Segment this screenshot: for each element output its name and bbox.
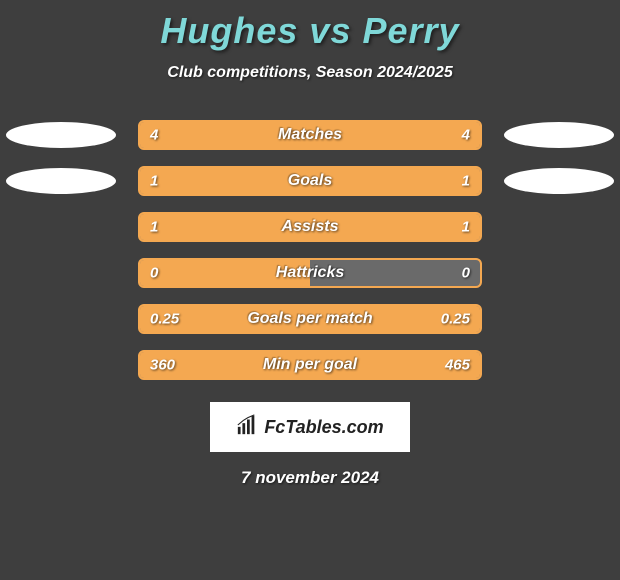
logo-text: FcTables.com — [264, 417, 383, 438]
bar-value-left: 0 — [150, 265, 158, 282]
bar-label: Goals per match — [247, 310, 372, 328]
stat-row: 1 1 Goals — [0, 158, 620, 204]
page-subtitle: Club competitions, Season 2024/2025 — [0, 64, 620, 82]
stat-row: 1 1 Assists — [0, 204, 620, 250]
stat-row: 360 465 Min per goal — [0, 342, 620, 388]
stat-bar: 1 1 Goals — [138, 166, 482, 196]
logo-box: FcTables.com — [210, 402, 410, 452]
player-right-ellipse — [504, 122, 614, 148]
bar-value-left: 1 — [150, 173, 158, 190]
date-text: 7 november 2024 — [0, 468, 620, 488]
bar-value-right: 1 — [462, 173, 470, 190]
bar-value-left: 1 — [150, 219, 158, 236]
bar-value-right: 4 — [462, 127, 470, 144]
bar-label: Goals — [288, 172, 332, 190]
bar-label: Min per goal — [263, 356, 357, 374]
stat-row: 4 4 Matches — [0, 112, 620, 158]
stat-bar: 4 4 Matches — [138, 120, 482, 150]
player-left-ellipse — [6, 168, 116, 194]
stat-row: 0 0 Hattricks — [0, 250, 620, 296]
stat-bar: 0.25 0.25 Goals per match — [138, 304, 482, 334]
bar-fill-left — [140, 168, 310, 194]
stat-rows: 4 4 Matches 1 1 Goals 1 1 Assists 0 0 Hattricks 0.25… — [0, 112, 620, 388]
chart-icon — [236, 414, 258, 441]
stat-bar: 1 1 Assists — [138, 212, 482, 242]
bar-value-left: 0.25 — [150, 311, 179, 328]
bar-value-right: 0.25 — [441, 311, 470, 328]
bar-value-left: 360 — [150, 357, 175, 374]
bar-value-left: 4 — [150, 127, 158, 144]
bar-value-right: 0 — [462, 265, 470, 282]
bar-value-right: 465 — [445, 357, 470, 374]
player-left-ellipse — [6, 122, 116, 148]
bar-label: Assists — [282, 218, 339, 236]
bar-value-right: 1 — [462, 219, 470, 236]
bar-label: Matches — [278, 126, 342, 144]
stat-row: 0.25 0.25 Goals per match — [0, 296, 620, 342]
page-title: Hughes vs Perry — [0, 0, 620, 52]
bar-label: Hattricks — [276, 264, 344, 282]
player-right-ellipse — [504, 168, 614, 194]
stat-bar: 360 465 Min per goal — [138, 350, 482, 380]
bar-fill-right — [310, 168, 480, 194]
stat-bar: 0 0 Hattricks — [138, 258, 482, 288]
